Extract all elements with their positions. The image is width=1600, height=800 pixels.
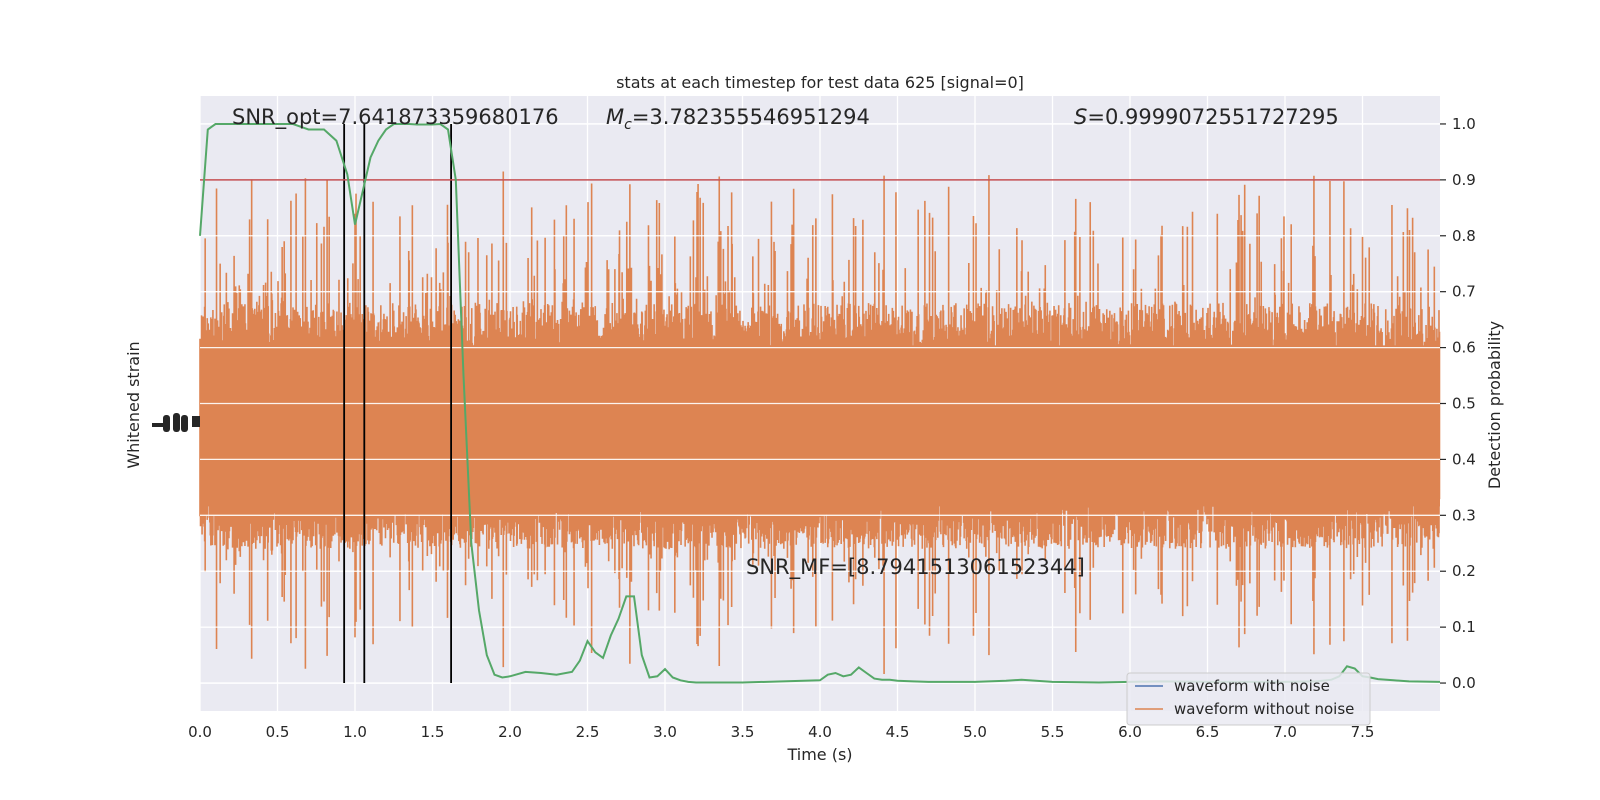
x-axis-ticks: 0.0 0.5 1.0 1.5 2.0 2.5 3.0 3.5 4.0 4.5 5.0 5.5 6.0 6… — [188, 723, 1374, 741]
snr-opt-annotation: SNR_opt=7.641873359680176 — [232, 105, 559, 130]
y-tick-label: 0.8 — [1452, 227, 1476, 245]
chirp-mass-value: =3.782355546951294 — [632, 105, 870, 129]
y-tick-label: 0.6 — [1452, 339, 1476, 357]
x-tick-label: 5.5 — [1041, 723, 1065, 741]
vertical-markers — [343, 123, 453, 684]
y-tick-label: 0.3 — [1452, 506, 1476, 524]
left-axis-artifact — [152, 413, 200, 432]
s-annotation: S=0.9999072551727295 — [1074, 105, 1339, 129]
strain-series — [199, 123, 1441, 684]
chirp-mass-subscript: c — [624, 117, 632, 133]
s-value: =0.9999072551727295 — [1087, 105, 1338, 129]
y-tick-label: 0.4 — [1452, 450, 1476, 468]
x-tick-label: 6.5 — [1196, 723, 1220, 741]
y-tick-label: 0.9 — [1452, 171, 1476, 189]
x-axis-label: Time (s) — [786, 745, 852, 764]
x-tick-label: 3.5 — [731, 723, 755, 741]
y-tick-label: 0.5 — [1452, 395, 1476, 413]
s-symbol: S — [1074, 105, 1087, 129]
y-tick-label: 1.0 — [1452, 115, 1476, 133]
legend-label-without-noise: waveform without noise — [1174, 700, 1354, 718]
x-tick-label: 0.5 — [266, 723, 290, 741]
y-axis-label-right: Detection probability — [1485, 321, 1504, 489]
chart-title: stats at each timestep for test data 625… — [616, 73, 1024, 92]
x-tick-label: 6.0 — [1118, 723, 1142, 741]
x-tick-label: 4.0 — [808, 723, 832, 741]
x-tick-label: 0.0 — [188, 723, 212, 741]
x-tick-label: 3.0 — [653, 723, 677, 741]
y-tick-label: 0.2 — [1452, 562, 1476, 580]
y-axis-label-left: Whitened strain — [124, 341, 143, 468]
x-tick-label: 2.0 — [498, 723, 522, 741]
y-tick-label: 0.0 — [1452, 674, 1476, 692]
x-tick-label: 4.5 — [886, 723, 910, 741]
snr-mf-annotation: SNR_MF=[8.794151306152344] — [746, 555, 1085, 580]
legend-label-with-noise: waveform with noise — [1174, 677, 1330, 695]
x-tick-label: 5.0 — [963, 723, 987, 741]
x-tick-label: 7.0 — [1273, 723, 1297, 741]
legend: waveform with noise waveform without noi… — [1126, 672, 1371, 726]
chirp-mass-symbol: M — [606, 105, 624, 129]
strain-core — [200, 345, 1440, 507]
y-tick-label: 0.7 — [1452, 283, 1476, 301]
chirp-mass-annotation: Mc=3.782355546951294 — [606, 105, 870, 133]
y-axis-ticks: 0.0 0.1 0.2 0.3 0.4 0.5 0.6 0.7 0.8 0.9 1.0 — [1440, 115, 1476, 692]
x-tick-label: 1.0 — [343, 723, 367, 741]
x-tick-label: 1.5 — [421, 723, 445, 741]
x-tick-label: 2.5 — [576, 723, 600, 741]
y-tick-label: 0.1 — [1452, 618, 1476, 636]
x-tick-label: 7.5 — [1351, 723, 1375, 741]
